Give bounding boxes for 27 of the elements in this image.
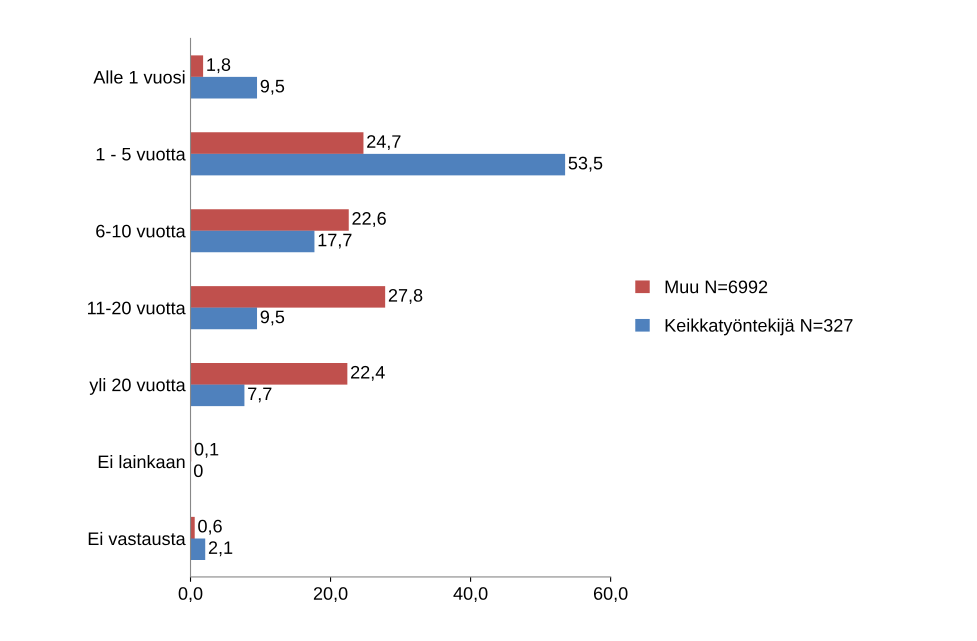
legend-label: Muu N=6992 — [666, 280, 768, 294]
data-label: 27,8 — [388, 288, 422, 304]
y-tick-label: yli 20 vuotta — [89, 378, 186, 395]
data-label: 24,7 — [367, 135, 400, 150]
x-tick-label: 20,0 — [314, 587, 348, 602]
y-tick-label: 1 - 5 vuotta — [96, 148, 186, 161]
y-tick-label: Ei vastausta — [88, 532, 186, 546]
x-tick-label: 60,0 — [594, 587, 628, 602]
data-label: 0 — [194, 464, 203, 478]
data-label: 22,4 — [351, 366, 385, 381]
data-label: 22,6 — [352, 212, 386, 227]
data-label: 1,8 — [207, 58, 230, 74]
y-tick-label: 6-10 vuotta — [96, 224, 186, 238]
data-label: 9,5 — [260, 310, 284, 326]
data-label: 2,1 — [208, 541, 232, 556]
data-label: 0,1 — [194, 442, 218, 458]
legend-label: Keikkatyöntekijä N=327 — [666, 318, 852, 336]
data-label: 17,7 — [318, 234, 352, 249]
y-tick-label: Ei lainkaan — [98, 454, 184, 468]
y-tick-label: 11-20 vuotta — [88, 302, 186, 314]
y-tick-label: Alle 1 vuosi — [93, 70, 184, 84]
data-label: 9,5 — [260, 80, 284, 95]
x-tick-label: 40,0 — [453, 587, 488, 602]
x-tick-label: 0,0 — [178, 587, 202, 602]
data-label: 7,7 — [248, 388, 272, 402]
data-label: 0,6 — [198, 520, 222, 535]
data-label: 53,5 — [568, 156, 602, 172]
